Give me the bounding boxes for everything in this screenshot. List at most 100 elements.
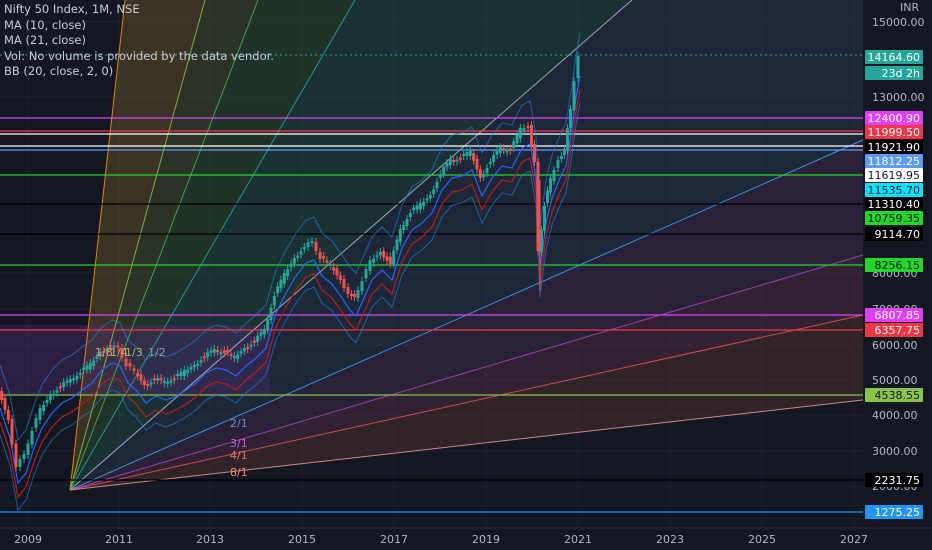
candle: [549, 178, 552, 193]
candle: [566, 128, 569, 150]
bollinger-bands: [0, 32, 581, 512]
candle: [272, 296, 276, 306]
candle: [332, 267, 336, 271]
price-tag: [865, 50, 923, 64]
horizontal-lines[interactable]: [0, 54, 863, 513]
candle: [515, 134, 519, 144]
candle: [246, 347, 250, 349]
candle: [189, 367, 193, 370]
year-label: 2015: [288, 533, 316, 546]
candle: [72, 378, 76, 381]
candle: [408, 213, 412, 217]
candle: [18, 459, 22, 467]
bollinger-legend[interactable]: BB (20, close, 2, 0): [4, 64, 114, 78]
candle: [492, 155, 496, 162]
candle: [576, 56, 580, 78]
candle: [159, 378, 163, 381]
ma10-legend[interactable]: MA (10, close): [4, 17, 86, 32]
fan-line: [69, 254, 864, 491]
candle: [146, 384, 150, 386]
price-tag: [865, 183, 923, 197]
candle: [95, 356, 99, 359]
candle: [482, 174, 486, 177]
fan-line: [69, 0, 206, 491]
price-tag-label: 6807.85: [875, 309, 921, 322]
ma21-legend[interactable]: MA (21, close): [4, 33, 86, 47]
price-tag-label: 12400.90: [868, 112, 921, 125]
candle: [296, 255, 300, 258]
candle: [209, 350, 213, 353]
price-tag: [865, 227, 923, 241]
fan-label: 8/1: [230, 466, 248, 479]
price-tag-label: 4538.55: [875, 389, 921, 402]
price-axis[interactable]: 15000.00 13000.00 8000.00 7000.00 6000.0…: [872, 1, 925, 493]
candle: [395, 239, 399, 251]
candle: [142, 380, 146, 385]
bb-upper: [0, 32, 581, 442]
ma10-line: [0, 75, 581, 485]
candle: [226, 350, 230, 352]
candle: [368, 260, 372, 271]
price-tag: [865, 197, 923, 211]
candle: [179, 372, 183, 376]
candle: [543, 206, 546, 231]
time-axis[interactable]: 2009 2011 2013 2015 2017 2019 2021 2023 …: [14, 533, 868, 546]
gann-fan-lines[interactable]: [69, 0, 864, 491]
candle: [292, 258, 296, 264]
candle: [38, 408, 42, 420]
candle: [202, 356, 206, 359]
candle: [42, 405, 46, 411]
volume-legend[interactable]: Vol: No volume is provided by the data v…: [4, 48, 274, 63]
candle: [259, 332, 263, 336]
fan-label: 3/1: [230, 437, 248, 450]
candle: [536, 162, 540, 251]
candle: [402, 225, 406, 230]
candle: [512, 141, 516, 148]
currency-label: INR: [900, 1, 919, 14]
candle: [458, 157, 462, 160]
candle: [306, 242, 310, 247]
axis-tick: 13000.00: [872, 91, 925, 104]
candle: [30, 431, 34, 445]
candle: [92, 360, 96, 366]
candle: [172, 378, 176, 381]
candle: [219, 352, 223, 355]
candle: [139, 374, 143, 381]
candle: [196, 363, 200, 366]
candle: [455, 159, 459, 162]
candle: [222, 350, 226, 353]
candle: [166, 381, 170, 384]
candle: [3, 398, 7, 410]
candle: [382, 251, 386, 258]
candle: [465, 152, 469, 156]
candle: [318, 252, 322, 259]
year-label: 2013: [196, 533, 224, 546]
candle: [282, 273, 286, 284]
price-axis-panel[interactable]: [863, 0, 932, 550]
price-tag: [865, 473, 923, 487]
candle: [116, 345, 120, 348]
candle: [328, 264, 332, 266]
candle: [286, 269, 290, 276]
fan-line: [69, 0, 633, 491]
candle: [488, 162, 492, 164]
candle: [88, 363, 92, 370]
price-tag: [865, 154, 923, 168]
candle: [478, 169, 482, 178]
candle: [98, 352, 102, 357]
symbol-title[interactable]: Nifty 50 Index, 1M, NSE: [4, 2, 140, 16]
candle: [22, 454, 26, 459]
candle: [314, 242, 318, 251]
bb-lower: [0, 102, 581, 512]
candle: [418, 203, 422, 210]
candle: [415, 205, 419, 210]
candle: [342, 279, 346, 288]
fan-label: 1/2: [148, 346, 166, 359]
candle: [132, 368, 136, 371]
fan-line: [69, 0, 356, 491]
candle: [156, 378, 160, 381]
price-tag: [865, 211, 923, 225]
candle: [375, 255, 379, 258]
candle: [112, 345, 116, 348]
